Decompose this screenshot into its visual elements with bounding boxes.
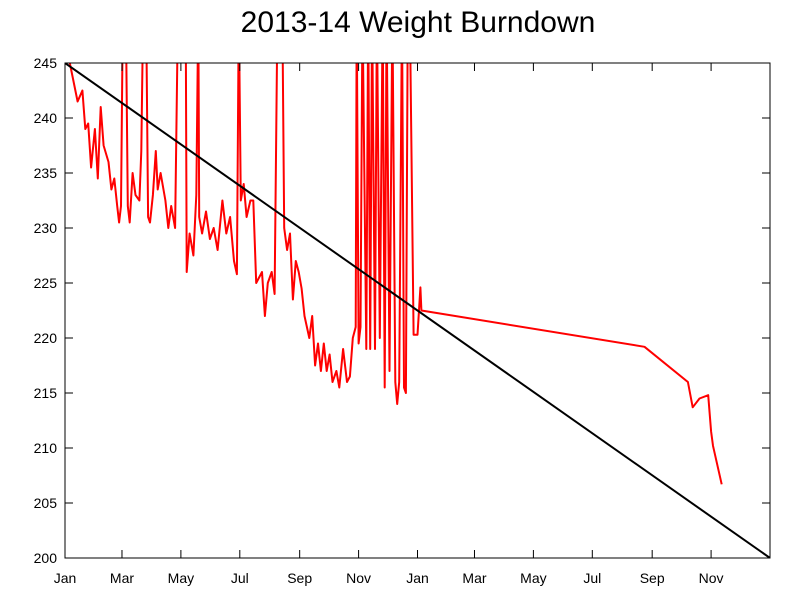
x-tick-label: Jul xyxy=(583,570,601,586)
y-tick-label: 200 xyxy=(34,550,58,566)
y-tick-label: 235 xyxy=(34,165,58,181)
series-line xyxy=(68,63,723,485)
y-tick-label: 205 xyxy=(34,495,58,511)
chart-title: 2013-14 Weight Burndown xyxy=(241,6,596,39)
y-tick-label: 215 xyxy=(34,385,58,401)
x-tick-label: Mar xyxy=(110,570,134,586)
x-tick-label: Jan xyxy=(406,570,429,586)
x-tick-label: May xyxy=(520,570,546,586)
x-tick-label: Nov xyxy=(346,570,371,586)
x-tick-label: Sep xyxy=(287,570,312,586)
series-line xyxy=(65,63,770,558)
plot-area xyxy=(65,63,770,558)
x-tick-label: Jul xyxy=(231,570,249,586)
x-tick-label: Jan xyxy=(54,570,77,586)
y-tick-label: 210 xyxy=(34,440,58,456)
y-tick-label: 245 xyxy=(34,55,58,71)
y-tick-label: 230 xyxy=(34,220,58,236)
x-tick-label: Mar xyxy=(462,570,486,586)
y-tick-label: 225 xyxy=(34,275,58,291)
y-tick-label: 240 xyxy=(34,110,58,126)
x-tick-label: May xyxy=(168,570,194,586)
y-tick-label: 220 xyxy=(34,330,58,346)
x-tick-label: Nov xyxy=(699,570,724,586)
x-tick-label: Sep xyxy=(640,570,665,586)
